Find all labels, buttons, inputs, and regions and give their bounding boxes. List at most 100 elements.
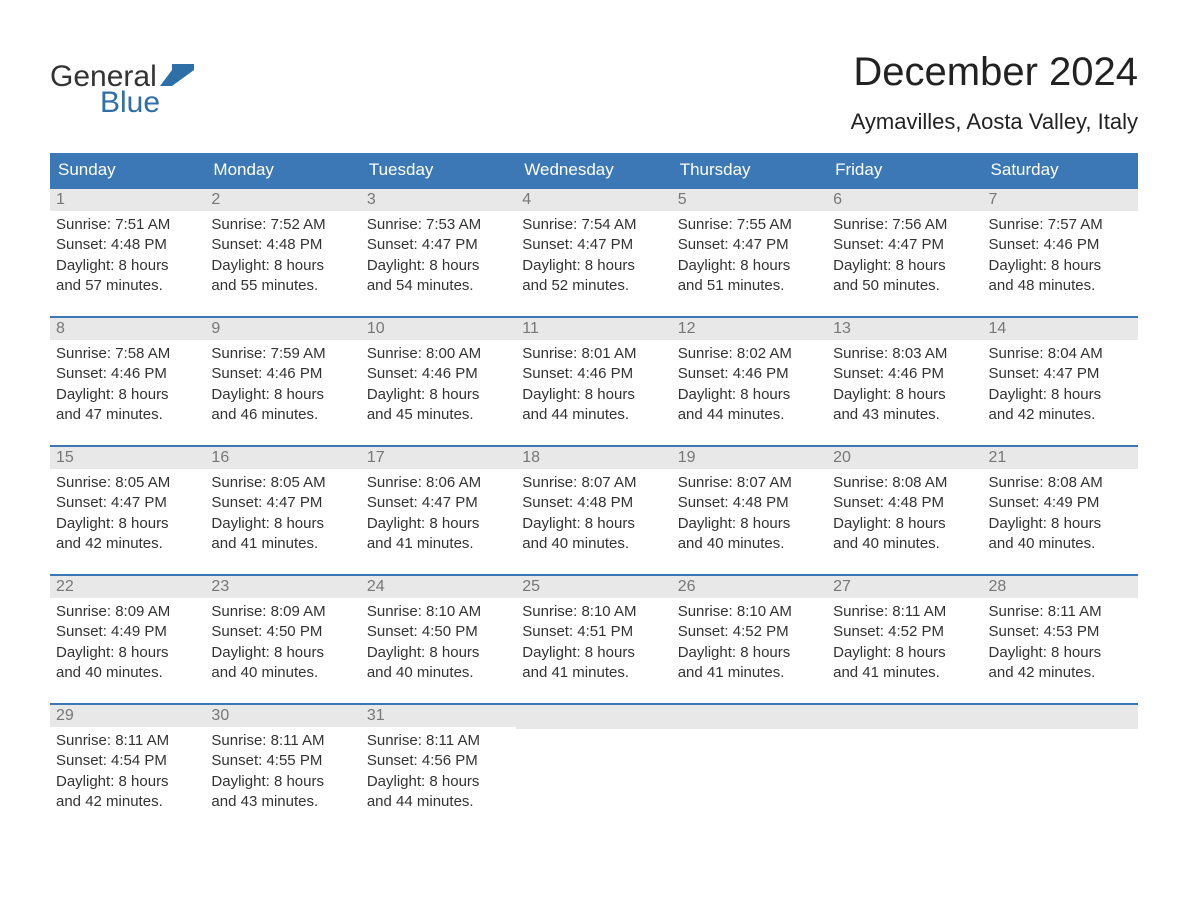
day-cell: 12Sunrise: 8:02 AMSunset: 4:46 PMDayligh… xyxy=(672,318,827,431)
day-number: 4 xyxy=(516,189,671,211)
week-row: 29Sunrise: 8:11 AMSunset: 4:54 PMDayligh… xyxy=(50,703,1138,818)
day-cell: 20Sunrise: 8:08 AMSunset: 4:48 PMDayligh… xyxy=(827,447,982,560)
day-data: Sunrise: 8:11 AMSunset: 4:55 PMDaylight:… xyxy=(205,727,360,818)
day-number: 10 xyxy=(361,318,516,340)
day-d1: Daylight: 8 hours xyxy=(367,643,510,663)
day-sunrise: Sunrise: 8:11 AM xyxy=(211,731,354,751)
day-sunrise: Sunrise: 7:53 AM xyxy=(367,215,510,235)
day-sunrise: Sunrise: 8:08 AM xyxy=(833,473,976,493)
day-sunset: Sunset: 4:56 PM xyxy=(367,751,510,771)
day-data: Sunrise: 8:07 AMSunset: 4:48 PMDaylight:… xyxy=(672,469,827,560)
day-d2: and 47 minutes. xyxy=(56,405,199,425)
day-cell xyxy=(672,705,827,818)
weeks-container: 1Sunrise: 7:51 AMSunset: 4:48 PMDaylight… xyxy=(50,187,1138,818)
day-d1: Daylight: 8 hours xyxy=(211,256,354,276)
day-sunset: Sunset: 4:48 PM xyxy=(56,235,199,255)
day-cell: 17Sunrise: 8:06 AMSunset: 4:47 PMDayligh… xyxy=(361,447,516,560)
day-sunset: Sunset: 4:47 PM xyxy=(833,235,976,255)
dow-tue: Tuesday xyxy=(361,160,516,180)
day-sunrise: Sunrise: 8:10 AM xyxy=(678,602,821,622)
day-sunrise: Sunrise: 7:59 AM xyxy=(211,344,354,364)
day-d2: and 44 minutes. xyxy=(522,405,665,425)
day-sunset: Sunset: 4:46 PM xyxy=(833,364,976,384)
day-number: 9 xyxy=(205,318,360,340)
day-d2: and 41 minutes. xyxy=(367,534,510,554)
day-d1: Daylight: 8 hours xyxy=(367,514,510,534)
day-number xyxy=(827,705,982,729)
day-d1: Daylight: 8 hours xyxy=(56,256,199,276)
day-d2: and 41 minutes. xyxy=(678,663,821,683)
day-d2: and 46 minutes. xyxy=(211,405,354,425)
dow-wed: Wednesday xyxy=(516,160,671,180)
day-cell: 31Sunrise: 8:11 AMSunset: 4:56 PMDayligh… xyxy=(361,705,516,818)
day-sunrise: Sunrise: 8:05 AM xyxy=(56,473,199,493)
day-number: 8 xyxy=(50,318,205,340)
day-sunset: Sunset: 4:47 PM xyxy=(56,493,199,513)
day-d2: and 48 minutes. xyxy=(989,276,1132,296)
day-cell: 22Sunrise: 8:09 AMSunset: 4:49 PMDayligh… xyxy=(50,576,205,689)
day-sunrise: Sunrise: 8:05 AM xyxy=(211,473,354,493)
day-cell: 18Sunrise: 8:07 AMSunset: 4:48 PMDayligh… xyxy=(516,447,671,560)
day-data: Sunrise: 8:10 AMSunset: 4:50 PMDaylight:… xyxy=(361,598,516,689)
day-d2: and 52 minutes. xyxy=(522,276,665,296)
day-sunset: Sunset: 4:48 PM xyxy=(211,235,354,255)
day-sunrise: Sunrise: 8:09 AM xyxy=(56,602,199,622)
day-d2: and 40 minutes. xyxy=(367,663,510,683)
day-cell xyxy=(827,705,982,818)
day-d2: and 41 minutes. xyxy=(833,663,976,683)
day-d1: Daylight: 8 hours xyxy=(522,643,665,663)
day-d1: Daylight: 8 hours xyxy=(56,385,199,405)
day-sunset: Sunset: 4:48 PM xyxy=(833,493,976,513)
day-d1: Daylight: 8 hours xyxy=(211,772,354,792)
day-data: Sunrise: 7:58 AMSunset: 4:46 PMDaylight:… xyxy=(50,340,205,431)
day-cell: 16Sunrise: 8:05 AMSunset: 4:47 PMDayligh… xyxy=(205,447,360,560)
day-data: Sunrise: 7:53 AMSunset: 4:47 PMDaylight:… xyxy=(361,211,516,302)
day-data: Sunrise: 7:54 AMSunset: 4:47 PMDaylight:… xyxy=(516,211,671,302)
day-data: Sunrise: 8:08 AMSunset: 4:48 PMDaylight:… xyxy=(827,469,982,560)
day-d1: Daylight: 8 hours xyxy=(367,772,510,792)
day-cell: 8Sunrise: 7:58 AMSunset: 4:46 PMDaylight… xyxy=(50,318,205,431)
day-cell: 2Sunrise: 7:52 AMSunset: 4:48 PMDaylight… xyxy=(205,189,360,302)
day-d2: and 51 minutes. xyxy=(678,276,821,296)
dow-fri: Friday xyxy=(827,160,982,180)
day-sunrise: Sunrise: 8:01 AM xyxy=(522,344,665,364)
day-sunrise: Sunrise: 8:11 AM xyxy=(367,731,510,751)
day-data: Sunrise: 7:55 AMSunset: 4:47 PMDaylight:… xyxy=(672,211,827,302)
day-number: 20 xyxy=(827,447,982,469)
day-d1: Daylight: 8 hours xyxy=(211,643,354,663)
day-d1: Daylight: 8 hours xyxy=(989,385,1132,405)
day-number: 23 xyxy=(205,576,360,598)
day-d2: and 45 minutes. xyxy=(367,405,510,425)
day-d2: and 43 minutes. xyxy=(833,405,976,425)
day-number: 3 xyxy=(361,189,516,211)
day-cell: 30Sunrise: 8:11 AMSunset: 4:55 PMDayligh… xyxy=(205,705,360,818)
day-cell: 10Sunrise: 8:00 AMSunset: 4:46 PMDayligh… xyxy=(361,318,516,431)
day-sunset: Sunset: 4:53 PM xyxy=(989,622,1132,642)
day-number: 24 xyxy=(361,576,516,598)
day-sunset: Sunset: 4:46 PM xyxy=(678,364,821,384)
day-d2: and 55 minutes. xyxy=(211,276,354,296)
day-sunrise: Sunrise: 8:08 AM xyxy=(989,473,1132,493)
day-sunset: Sunset: 4:46 PM xyxy=(522,364,665,384)
day-number: 22 xyxy=(50,576,205,598)
day-sunrise: Sunrise: 8:11 AM xyxy=(989,602,1132,622)
day-d1: Daylight: 8 hours xyxy=(367,385,510,405)
day-number: 12 xyxy=(672,318,827,340)
dow-sun: Sunday xyxy=(50,160,205,180)
day-data: Sunrise: 8:02 AMSunset: 4:46 PMDaylight:… xyxy=(672,340,827,431)
day-d2: and 44 minutes. xyxy=(678,405,821,425)
week-row: 15Sunrise: 8:05 AMSunset: 4:47 PMDayligh… xyxy=(50,445,1138,560)
day-sunrise: Sunrise: 8:07 AM xyxy=(678,473,821,493)
day-data: Sunrise: 8:09 AMSunset: 4:49 PMDaylight:… xyxy=(50,598,205,689)
day-sunset: Sunset: 4:51 PM xyxy=(522,622,665,642)
day-data: Sunrise: 8:09 AMSunset: 4:50 PMDaylight:… xyxy=(205,598,360,689)
day-sunset: Sunset: 4:54 PM xyxy=(56,751,199,771)
day-d1: Daylight: 8 hours xyxy=(678,385,821,405)
day-data: Sunrise: 7:56 AMSunset: 4:47 PMDaylight:… xyxy=(827,211,982,302)
week-row: 22Sunrise: 8:09 AMSunset: 4:49 PMDayligh… xyxy=(50,574,1138,689)
day-sunrise: Sunrise: 8:02 AM xyxy=(678,344,821,364)
day-d2: and 42 minutes. xyxy=(989,663,1132,683)
day-d1: Daylight: 8 hours xyxy=(56,514,199,534)
day-cell: 19Sunrise: 8:07 AMSunset: 4:48 PMDayligh… xyxy=(672,447,827,560)
day-sunset: Sunset: 4:46 PM xyxy=(989,235,1132,255)
